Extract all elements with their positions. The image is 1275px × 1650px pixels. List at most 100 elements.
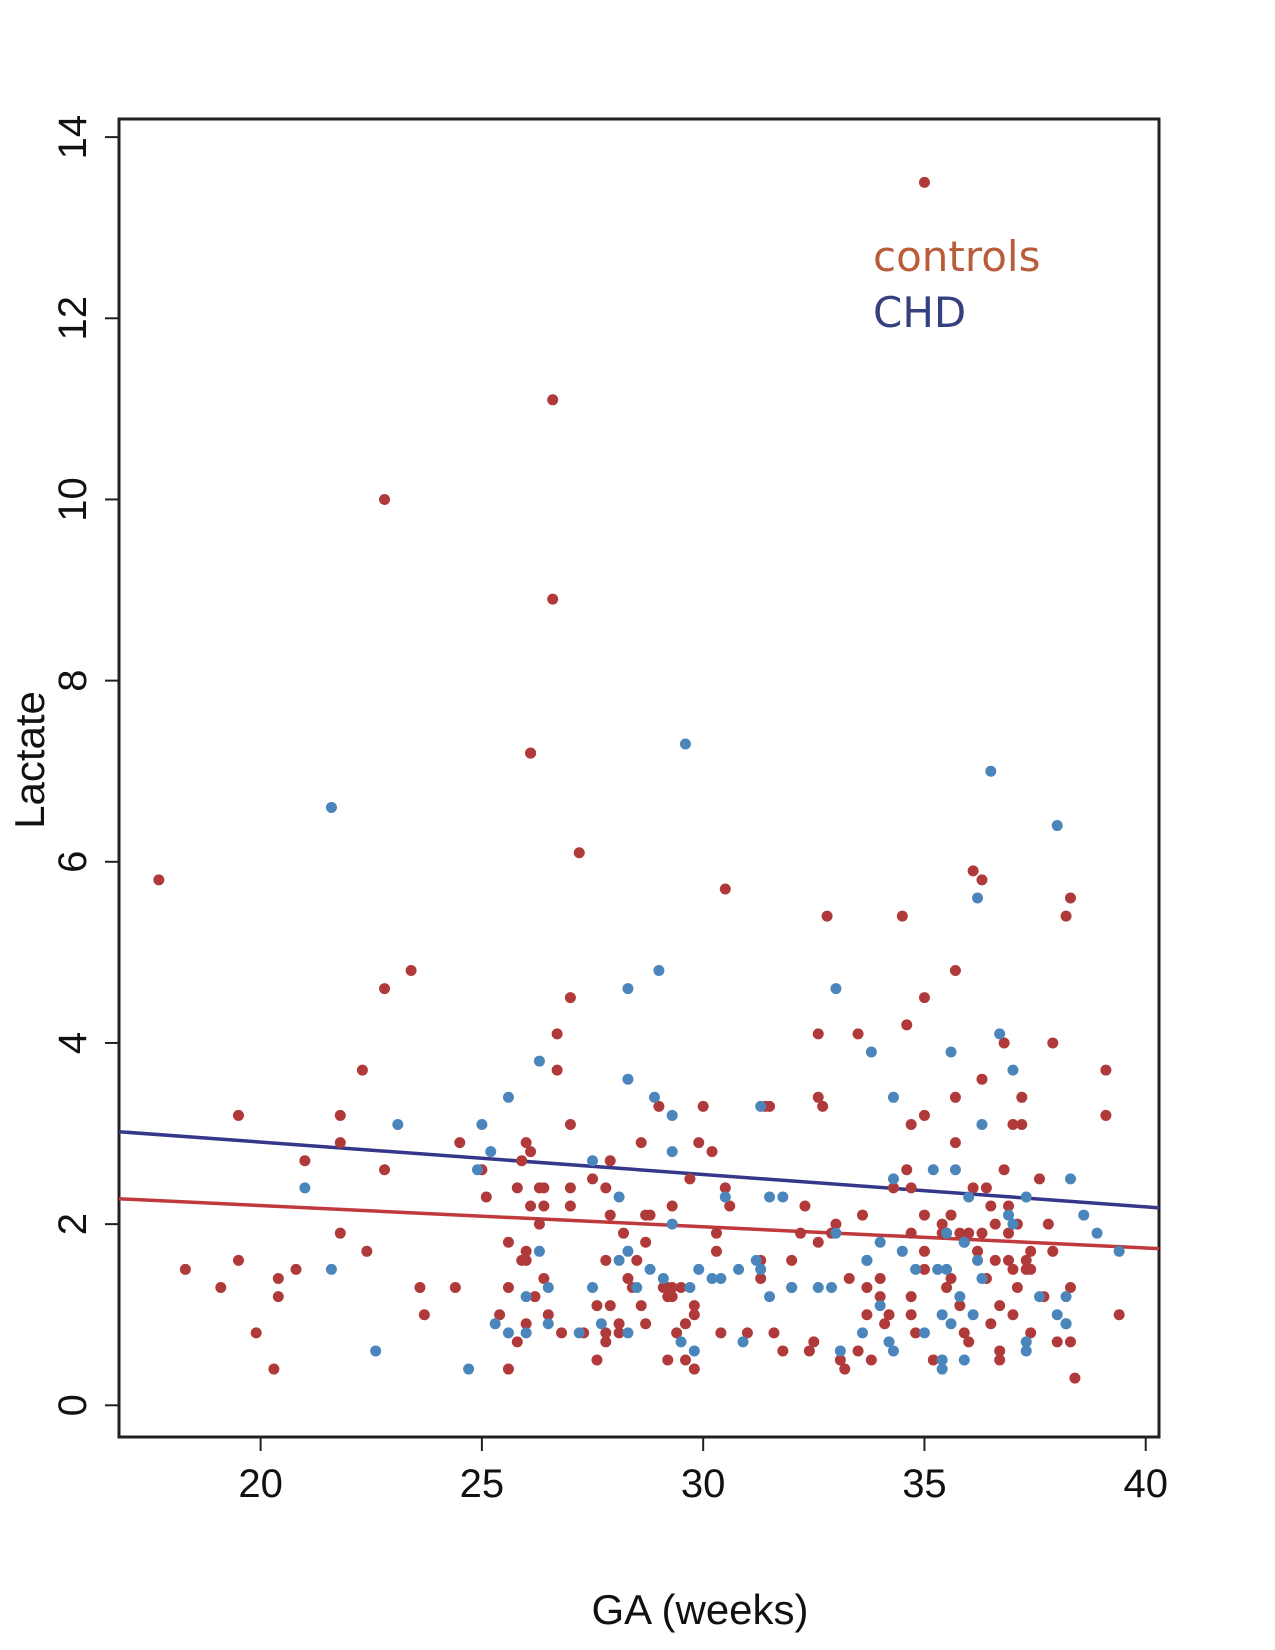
point-controls <box>812 1236 824 1248</box>
point-controls <box>719 883 731 895</box>
point-controls <box>1064 1282 1076 1294</box>
point-chd <box>463 1363 475 1375</box>
point-controls <box>520 1318 532 1330</box>
point-controls <box>361 1245 373 1257</box>
point-controls <box>883 1309 895 1321</box>
point-chd <box>958 1354 970 1366</box>
point-chd <box>856 1327 868 1339</box>
point-controls <box>449 1282 461 1294</box>
point-controls <box>1007 1118 1019 1130</box>
point-controls <box>755 1272 767 1284</box>
point-controls <box>994 1354 1006 1366</box>
point-controls <box>1025 1263 1037 1275</box>
point-chd <box>622 1245 634 1257</box>
point-chd <box>657 1272 669 1284</box>
point-controls <box>688 1363 700 1375</box>
point-chd <box>325 801 337 813</box>
x-axis-title: GA (weeks) <box>591 1586 808 1633</box>
point-controls <box>998 1037 1010 1049</box>
point-chd <box>936 1309 948 1321</box>
point-chd <box>887 1345 899 1357</box>
point-chd <box>693 1263 705 1275</box>
point-controls <box>564 1200 576 1212</box>
point-chd <box>777 1191 789 1203</box>
point-controls <box>972 1245 984 1257</box>
point-controls <box>1016 1118 1028 1130</box>
point-chd <box>502 1327 514 1339</box>
point-controls <box>1003 1200 1015 1212</box>
point-controls <box>874 1272 886 1284</box>
point-controls <box>379 1164 391 1176</box>
point-controls <box>334 1137 346 1149</box>
point-controls <box>675 1282 687 1294</box>
point-chd <box>485 1146 497 1158</box>
point-controls <box>905 1309 917 1321</box>
point-chd <box>1003 1209 1015 1221</box>
point-chd <box>737 1336 749 1348</box>
point-chd <box>622 1327 634 1339</box>
point-controls <box>918 1209 930 1221</box>
point-controls <box>976 1073 988 1085</box>
point-chd <box>719 1191 731 1203</box>
point-controls <box>1003 1227 1015 1239</box>
point-chd <box>595 1318 607 1330</box>
point-controls <box>918 1109 930 1121</box>
point-controls <box>290 1263 302 1275</box>
point-chd <box>370 1345 382 1357</box>
point-chd <box>1113 1245 1125 1257</box>
point-chd <box>502 1091 514 1103</box>
point-chd <box>706 1272 718 1284</box>
point-controls <box>179 1263 191 1275</box>
point-controls <box>1025 1245 1037 1257</box>
point-chd <box>812 1282 824 1294</box>
y-axis-title: Lactate <box>6 691 53 829</box>
point-chd <box>631 1282 643 1294</box>
x-tick-label: 40 <box>1123 1462 1168 1506</box>
point-controls <box>272 1272 284 1284</box>
point-controls <box>591 1354 603 1366</box>
point-controls <box>808 1336 820 1348</box>
point-controls <box>640 1236 652 1248</box>
point-chd <box>675 1336 687 1348</box>
point-chd <box>715 1272 727 1284</box>
point-controls <box>1069 1372 1081 1384</box>
y-tick-label: 6 <box>51 851 95 873</box>
point-controls <box>989 1254 1001 1266</box>
point-controls <box>547 394 559 406</box>
point-chd <box>936 1363 948 1375</box>
y-tick-label: 0 <box>51 1394 95 1416</box>
point-controls <box>502 1236 514 1248</box>
point-chd <box>994 1028 1006 1040</box>
y-tick-label: 2 <box>51 1213 95 1235</box>
point-controls <box>418 1309 430 1321</box>
trend-line-chd <box>118 1129 1160 1210</box>
x-tick-label: 20 <box>238 1462 283 1506</box>
point-chd <box>910 1263 922 1275</box>
point-chd <box>764 1191 776 1203</box>
point-controls <box>874 1291 886 1303</box>
point-chd <box>887 1173 899 1185</box>
point-controls <box>405 964 417 976</box>
point-controls <box>564 1118 576 1130</box>
point-controls <box>910 1327 922 1339</box>
point-controls <box>985 1318 997 1330</box>
point-controls <box>927 1354 939 1366</box>
point-controls <box>896 910 908 922</box>
point-controls <box>547 593 559 605</box>
point-chd <box>1020 1345 1032 1357</box>
x-tick-label: 25 <box>460 1462 505 1506</box>
point-controls <box>613 1318 625 1330</box>
point-chd <box>587 1282 599 1294</box>
point-controls <box>556 1327 568 1339</box>
point-controls <box>684 1173 696 1185</box>
point-chd <box>941 1263 953 1275</box>
point-controls <box>918 1263 930 1275</box>
point-controls <box>591 1300 603 1312</box>
point-chd <box>1007 1218 1019 1230</box>
point-chd <box>945 1046 957 1058</box>
point-chd <box>542 1318 554 1330</box>
point-chd <box>733 1263 745 1275</box>
point-controls <box>998 1164 1010 1176</box>
point-controls <box>1016 1091 1028 1103</box>
point-controls <box>1042 1218 1054 1230</box>
